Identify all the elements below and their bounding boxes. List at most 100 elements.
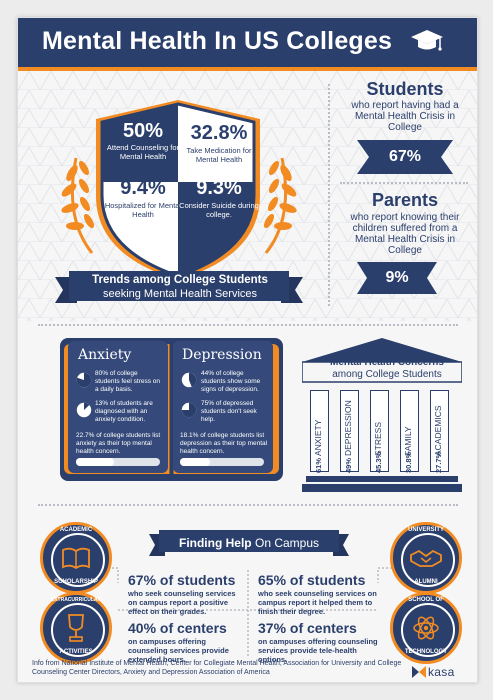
finding-help-banner [149, 530, 349, 556]
divider [340, 182, 468, 184]
stat-value: 32.8% [190, 122, 248, 144]
page-title: Mental Health In US Colleges [42, 27, 393, 55]
divider [38, 504, 458, 506]
anxiety-fact-2: 13% of students are diagnosed with an an… [95, 400, 153, 423]
open-book-icon [62, 547, 90, 569]
badge-label-bottom: ACTIVITIES [59, 649, 93, 655]
badge-label-bottom: SCHOLARSHIP [54, 579, 98, 585]
parents-value: 9% [385, 269, 409, 286]
students-pennant [357, 140, 453, 174]
concern-value: 30.8% [404, 451, 413, 473]
depression-pie-1 [181, 372, 197, 388]
badge-label-bottom: ALUMNI [414, 579, 438, 585]
parents-title: Parents [371, 190, 439, 210]
concern-label: ACADEMICS [433, 405, 443, 456]
header-bar: Mental Health In US Colleges [18, 18, 477, 71]
badge-label-bottom: TECHNOLOGY [404, 649, 448, 655]
fact-1-text: who seek counseling services on campus r… [128, 589, 236, 616]
students-title: Students [366, 79, 444, 99]
divider [328, 84, 330, 306]
shield-graphic [96, 100, 260, 280]
fact-2-headline: 65% of students [258, 572, 366, 588]
fact-3-text: on campuses offering counseling services… [128, 637, 229, 664]
handshake-icon [410, 549, 442, 567]
badge-university-alumni: UNIVERSITY ALUMNI [390, 522, 462, 594]
concern-value: 49% [344, 457, 353, 473]
fact-4-headline: 37% of centers [258, 620, 357, 636]
depression-title: Depression [182, 347, 262, 363]
badge-label-top: UNIVERSITY [407, 527, 444, 533]
source-note: Info from National Institute of Mental H… [32, 660, 402, 676]
concern-column-academics [430, 390, 449, 472]
fact-3-headline: 40% of centers [128, 620, 227, 636]
fact-1-headline: 67% of students [128, 572, 236, 588]
badge-extracurricular: EXTRACURRICULAR ACTIVITIES [40, 592, 112, 664]
anxiety-bar-track [76, 458, 160, 466]
badge-ring [51, 603, 105, 657]
finding-help-rest: On Campus [254, 536, 320, 550]
stat-label: Take Medication for Mental Health [186, 146, 252, 164]
parents-subtitle: who report knowing their children suffer… [350, 212, 460, 256]
stat-label: Hospitalized for Mental Health [104, 201, 182, 219]
finding-help-bold: Finding Help [178, 536, 252, 550]
badge-ring [51, 533, 105, 587]
divider [38, 324, 458, 326]
anxiety-bar-fill [76, 458, 115, 466]
stat-label: Attend Counseling for Mental Health [106, 143, 180, 161]
stat-counseling: 50% [102, 121, 184, 142]
depression-pie-2 [181, 402, 197, 418]
depression-fact-3: 18.1% of college students list depressio… [180, 432, 268, 455]
kasa-logo-icon [412, 666, 426, 678]
fact-4-text: on campuses offering counseling services… [258, 637, 378, 664]
badge-school-of-technology: SCHOOL OF TECHNOLOGY [390, 592, 462, 664]
concern-value: 61% [314, 457, 323, 473]
stat-value: 9.4% [120, 177, 166, 199]
laurel-right-icon [263, 157, 297, 254]
concern-label: DEPRESSION [343, 400, 353, 456]
stat-counseling-label: Attend Counseling for Mental Health [102, 143, 184, 161]
parents-pennant [357, 262, 437, 294]
stat-label: Consider Suicide during college. [179, 201, 259, 219]
depression-fact-2: 75% of depressed students don't seek hel… [201, 400, 257, 423]
trends-line2: seeking Mental Health Services [102, 288, 258, 300]
concerns-title-line1: Mental Health Concerns [330, 357, 444, 368]
atom-icon [413, 616, 439, 640]
students-subtitle: who report having had a Mental Health Cr… [351, 100, 459, 133]
concerns-title-line2: among College Students [332, 369, 442, 380]
stat-hospitalized: 9.4% Hospitalized for Mental Health [102, 177, 184, 220]
trends-banner [55, 271, 303, 303]
trends-banner-text: Trends among College Students seeking Me… [78, 273, 282, 301]
concern-label: ANXIETY [313, 419, 323, 456]
stat-medication: 32.8% Take Medication for Mental Health [178, 122, 260, 165]
infographic: Mental Health In US Colleges [17, 17, 478, 683]
anxiety-fact-1: 80% of college students feel stress on a… [95, 370, 161, 393]
graduation-cap-icon [411, 30, 443, 51]
students-value: 67% [388, 148, 422, 165]
anxiety-pie-1 [76, 372, 92, 388]
anxiety-title: Anxiety [78, 347, 132, 363]
stat-suicide: 9.3% Consider Suicide during college. [178, 178, 260, 220]
badge-academic-scholarship: ACADEMIC SCHOLARSHIP [40, 522, 112, 594]
concern-column-stress [370, 390, 389, 472]
badge-label-top: EXTRACURRICULAR [50, 597, 102, 603]
badge-label-top: SCHOOL OF [408, 597, 444, 603]
anxiety-pie-2 [76, 402, 92, 418]
trends-line1: Trends among College Students [92, 274, 268, 286]
kasa-logo: kasa [428, 665, 455, 679]
badge-label-top: ACADEMIC [59, 527, 93, 533]
stat-value: 50% [122, 120, 164, 142]
depression-fact-1: 44% of college students show some signs … [201, 370, 261, 393]
concern-column-anxiety [310, 390, 329, 472]
finding-help-title: Finding Help On Campus [149, 536, 349, 550]
fact-2-text: who seek counseling services on campus r… [258, 589, 377, 616]
anxiety-fact-3: 22.7% of college students list anxiety a… [76, 432, 161, 455]
concerns-title: Mental Health Concerns among College Stu… [312, 357, 462, 381]
concern-value: 27.7% [434, 451, 443, 473]
concern-value: 45.3% [374, 451, 383, 473]
badge-ring [401, 533, 455, 587]
trophy-icon [68, 614, 84, 642]
concern-column-family [400, 390, 419, 472]
depression-bar-track [180, 458, 264, 466]
building-graphic [302, 338, 462, 492]
badge-ring [401, 603, 455, 657]
